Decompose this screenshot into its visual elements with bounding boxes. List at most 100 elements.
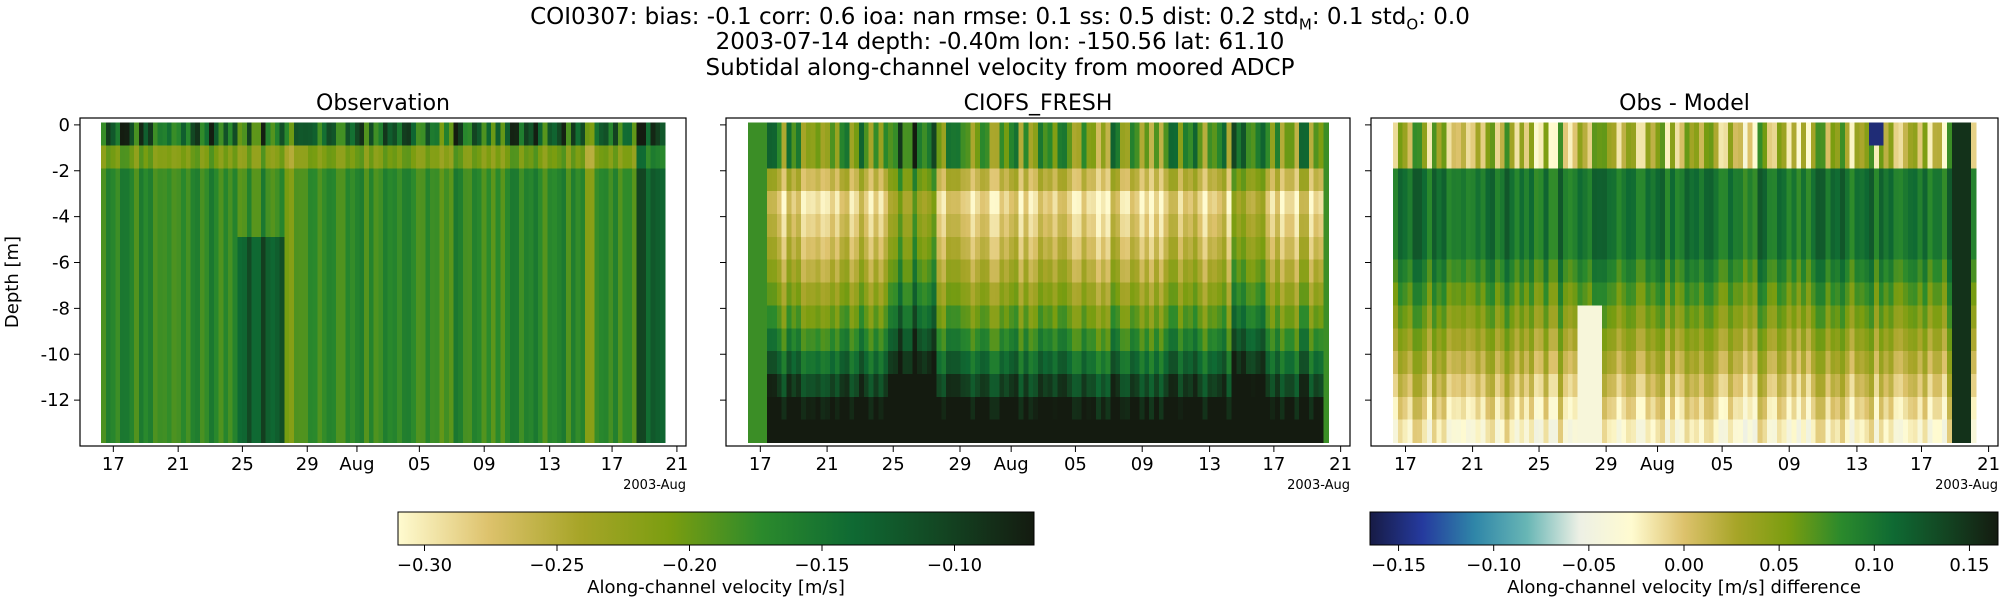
heatmap-cell xyxy=(181,168,187,192)
heatmap-cell xyxy=(1183,373,1189,398)
heatmap-cell xyxy=(1168,305,1175,329)
heatmap-cell xyxy=(772,214,778,238)
heatmap-cell xyxy=(1062,328,1068,352)
heatmap-cell xyxy=(1392,419,1399,444)
heatmap-cell xyxy=(1023,373,1029,398)
heatmap-cell xyxy=(547,351,553,375)
heatmap-cell xyxy=(190,419,196,444)
heatmap-cell xyxy=(237,373,243,398)
heatmap-cell xyxy=(359,305,365,329)
heatmap-cell xyxy=(1621,122,1627,147)
heatmap-cell xyxy=(1864,236,1870,261)
heatmap-cell xyxy=(801,282,807,307)
heatmap-cell xyxy=(274,328,281,352)
heatmap-cell xyxy=(1854,419,1861,444)
heatmap-cell xyxy=(411,305,417,329)
heatmap-cell xyxy=(1708,305,1715,329)
heatmap-cell xyxy=(844,305,850,329)
heatmap-cell xyxy=(902,168,909,192)
heatmap-cell xyxy=(1081,236,1087,261)
heatmap-cell xyxy=(984,328,991,352)
heatmap-cell xyxy=(519,236,525,261)
heatmap-cell xyxy=(1859,373,1865,398)
heatmap-cell xyxy=(830,373,836,398)
heatmap-cell xyxy=(1752,305,1758,329)
heatmap-cell xyxy=(912,419,918,444)
heatmap-cell xyxy=(213,236,220,261)
heatmap-cell xyxy=(274,191,281,215)
heatmap-cell xyxy=(1255,351,1262,375)
heatmap-cell xyxy=(1494,396,1501,421)
heatmap-cell xyxy=(1125,145,1131,169)
heatmap-cell xyxy=(926,259,933,284)
heatmap-cell xyxy=(627,191,633,215)
heatmap-cell xyxy=(859,305,865,329)
heatmap-cell xyxy=(955,168,962,192)
heatmap-cell xyxy=(1553,373,1559,398)
heatmap-cell xyxy=(1216,259,1223,284)
heatmap-cell xyxy=(1202,236,1208,261)
heatmap-cell xyxy=(1279,214,1286,238)
heatmap-cell xyxy=(1592,145,1598,169)
heatmap-cell xyxy=(1397,259,1404,284)
heatmap-cell xyxy=(873,282,880,307)
heatmap-cell xyxy=(1207,373,1213,398)
heatmap-cell xyxy=(429,122,436,147)
heatmap-cell xyxy=(1407,122,1413,147)
heatmap-cell xyxy=(1713,419,1720,444)
heatmap-cell xyxy=(1563,259,1569,284)
heatmap-cell xyxy=(1076,373,1083,398)
heatmap-cell xyxy=(1553,259,1559,284)
heatmap-cell xyxy=(1475,145,1482,169)
heatmap-cell xyxy=(1640,282,1647,307)
heatmap-cell xyxy=(1631,145,1637,169)
heatmap-cell xyxy=(878,373,884,398)
heatmap-cell xyxy=(627,351,633,375)
heatmap-cell xyxy=(1747,145,1754,169)
heatmap-cell xyxy=(1125,419,1131,444)
heatmap-cell xyxy=(1207,236,1213,261)
heatmap-cell xyxy=(1134,214,1141,238)
heatmap-cell xyxy=(1265,168,1271,192)
heatmap-cell xyxy=(1407,236,1413,261)
heatmap-cell xyxy=(350,145,356,169)
heatmap-cell xyxy=(157,305,163,329)
heatmap-cell xyxy=(825,282,831,307)
heatmap-cell xyxy=(859,122,865,147)
heatmap-cell xyxy=(270,282,276,307)
heatmap-cell xyxy=(1168,168,1175,192)
heatmap-cell xyxy=(533,168,539,192)
heatmap-cell xyxy=(378,214,384,238)
heatmap-cell xyxy=(589,259,595,284)
heatmap-cell xyxy=(359,214,365,238)
heatmap-cell xyxy=(844,145,850,169)
heatmap-cell xyxy=(505,328,511,352)
heatmap-cell xyxy=(1018,168,1025,192)
heatmap-cell xyxy=(138,282,145,307)
heatmap-cell xyxy=(791,373,797,398)
heatmap-cell xyxy=(931,214,938,238)
heatmap-cell xyxy=(312,145,318,169)
heatmap-cell xyxy=(1529,191,1535,215)
heatmap-cell xyxy=(270,305,276,329)
heatmap-cell xyxy=(650,236,656,261)
heatmap-cell xyxy=(1509,396,1516,421)
heatmap-cell xyxy=(1308,396,1315,421)
heatmap-cell xyxy=(105,214,112,238)
heatmap-cell xyxy=(805,328,812,352)
heatmap-cell xyxy=(1284,396,1291,421)
heatmap-cell xyxy=(570,214,577,238)
heatmap-cell xyxy=(336,145,342,169)
heatmap-cell xyxy=(1226,396,1233,421)
heatmap-cell xyxy=(246,282,253,307)
heatmap-cell xyxy=(195,373,201,398)
heatmap-cell xyxy=(185,328,192,352)
heatmap-cell xyxy=(406,373,412,398)
heatmap-cell xyxy=(1883,419,1890,444)
heatmap-cell xyxy=(747,259,754,284)
heatmap-cell xyxy=(1689,396,1695,421)
heatmap-cell xyxy=(1699,122,1705,147)
heatmap-cell xyxy=(411,259,417,284)
heatmap-cell xyxy=(1245,328,1252,352)
